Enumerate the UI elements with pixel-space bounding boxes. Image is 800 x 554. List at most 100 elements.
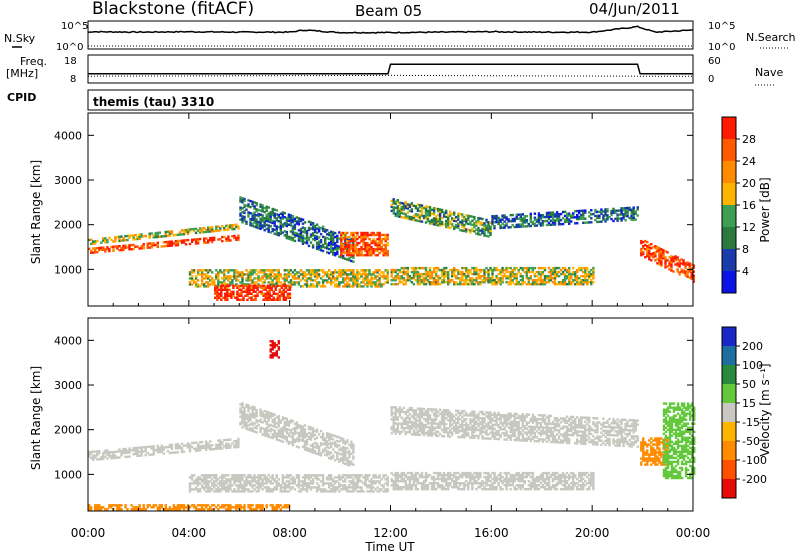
heatmap-cell: [406, 423, 409, 426]
heatmap-cell: [578, 283, 581, 286]
heatmap-cell: [301, 435, 305, 438]
heatmap-cell: [328, 275, 331, 278]
heatmap-cell: [688, 276, 691, 279]
heatmap-cell: [453, 211, 456, 214]
heatmap-cell: [477, 428, 480, 432]
heatmap-cell: [368, 474, 371, 477]
heatmap-cell: [273, 425, 276, 428]
noise-panel-frame: [87, 20, 694, 50]
heatmap-cell: [424, 411, 428, 415]
heatmap-cell: [96, 458, 99, 461]
heatmap-cell: [386, 277, 389, 280]
heatmap-cell: [527, 283, 530, 286]
heatmap-cell: [321, 269, 325, 272]
heatmap-cell: [348, 480, 351, 483]
heatmap-cell: [350, 462, 353, 466]
heatmap-cell: [291, 419, 295, 423]
heatmap-cell: [658, 249, 661, 252]
heatmap-cell: [392, 430, 395, 433]
heatmap-cell: [485, 411, 488, 414]
heatmap-cell: [293, 225, 297, 229]
heatmap-cell: [416, 419, 420, 422]
heatmap-cell: [378, 490, 381, 493]
heatmap-cell: [326, 436, 329, 439]
heatmap-cell: [428, 214, 432, 217]
heatmap-cell: [565, 212, 569, 215]
heatmap-cell: [190, 277, 194, 280]
heatmap-cell: [485, 234, 488, 238]
heatmap-cell: [176, 447, 180, 450]
heatmap-cell: [372, 233, 375, 237]
heatmap-cell: [259, 277, 262, 280]
heatmap-cell: [539, 222, 543, 225]
heatmap-cell: [275, 275, 278, 278]
heatmap-cell: [324, 246, 327, 249]
heatmap-cell: [668, 256, 671, 259]
heatmap-cell: [505, 222, 508, 225]
heatmap-cell: [574, 277, 577, 280]
heatmap-cell: [180, 448, 184, 452]
heatmap-cell: [118, 456, 121, 459]
heatmap-cell: [221, 225, 224, 228]
heatmap-cell: [338, 273, 341, 276]
heatmap-cell: [481, 425, 484, 428]
heatmap-cell: [428, 208, 432, 211]
heatmap-cell: [269, 273, 272, 276]
heatmap-cell: [356, 254, 359, 257]
heatmap-cell: [346, 281, 349, 284]
heatmap-cell: [382, 275, 385, 278]
heatmap-cell: [227, 275, 230, 278]
heatmap-cell: [344, 450, 347, 453]
heatmap-cell: [106, 457, 109, 460]
heatmap-cell: [301, 484, 305, 487]
heatmap-cell: [533, 279, 537, 282]
heatmap-cell: [307, 435, 311, 439]
heatmap-cell: [266, 290, 269, 293]
heatmap-cell: [453, 213, 456, 216]
heatmap-cell: [356, 480, 359, 483]
heatmap-cell: [396, 199, 399, 202]
heatmap-cell: [584, 221, 587, 224]
heatmap-cell: [330, 246, 333, 249]
heatmap-cell: [263, 474, 266, 477]
heatmap-cell: [94, 242, 97, 245]
heatmap-cell: [279, 419, 282, 422]
heatmap-cell: [280, 290, 283, 293]
heatmap-cell: [426, 279, 430, 282]
heatmap-cell: [315, 452, 319, 455]
heatmap-cell: [434, 281, 438, 284]
heatmap-cell: [461, 219, 464, 222]
heatmap-cell: [229, 444, 232, 447]
heatmap-cell: [455, 427, 458, 430]
heatmap-cell: [430, 220, 434, 224]
heatmap-cell: [672, 258, 675, 261]
heatmap-cell: [289, 230, 293, 233]
heatmap-cell: [537, 272, 541, 276]
heatmap-cell: [352, 482, 355, 485]
heatmap-cell: [287, 237, 291, 240]
heatmap-cell: [376, 279, 379, 282]
heatmap-cell: [311, 285, 315, 288]
heatmap-cell: [211, 279, 214, 282]
heatmap-cell: [267, 224, 270, 227]
heatmap-cell: [543, 277, 547, 280]
heatmap-cell: [277, 416, 280, 420]
heatmap-cell: [168, 242, 172, 245]
heatmap-cell: [297, 223, 301, 226]
heatmap-cell: [271, 414, 274, 418]
heatmap-cell: [410, 277, 414, 280]
heatmap-cell: [218, 288, 221, 291]
heatmap-cell: [436, 426, 440, 429]
heatmap-cell: [338, 448, 341, 451]
heatmap-cell: [471, 424, 474, 427]
heatmap-cell: [547, 223, 551, 227]
heatmap-cell: [404, 432, 407, 436]
heatmap-cell: [100, 241, 103, 244]
heatmap-cell: [483, 232, 486, 235]
heatmap-cell: [158, 235, 161, 238]
heatmap-cell: [576, 268, 579, 272]
heatmap-cell: [255, 220, 258, 223]
heatmap-cell: [493, 423, 496, 427]
heatmap-cell: [168, 443, 172, 447]
heatmap-cell: [445, 411, 448, 414]
